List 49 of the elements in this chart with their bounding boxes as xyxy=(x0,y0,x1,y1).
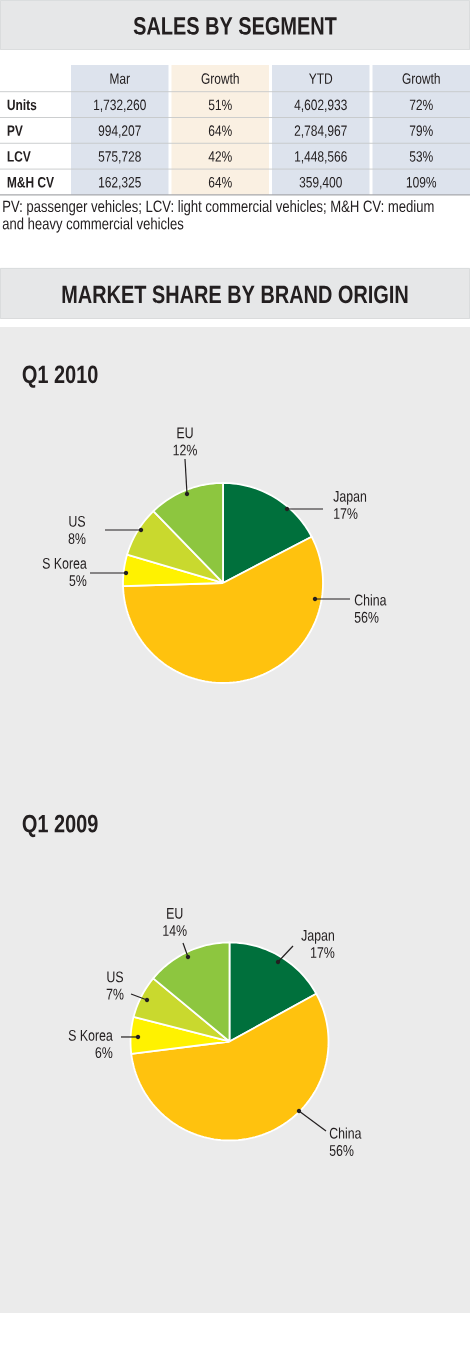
text: Growth xyxy=(201,72,239,84)
text: 575,728 xyxy=(98,151,141,164)
slice-label: EU xyxy=(167,908,183,919)
text: 64% xyxy=(208,125,232,136)
text: M&H CV xyxy=(7,176,54,188)
text: 2,784,967 xyxy=(294,125,347,138)
text: 1,732,260 xyxy=(94,99,146,112)
text: YTD xyxy=(309,73,333,84)
slice-label: US xyxy=(107,971,124,983)
text: 64% xyxy=(208,176,232,188)
data-label: 56% xyxy=(329,1145,354,1156)
text: 359,400 xyxy=(299,176,342,190)
data-label: 8% xyxy=(68,533,86,545)
text: 51% xyxy=(208,99,232,111)
chart-title: Q1 2009 xyxy=(22,814,98,838)
text: 162,325 xyxy=(99,176,141,190)
slice-label: Japan xyxy=(301,930,334,944)
text: 42% xyxy=(208,151,232,162)
text: Growth xyxy=(402,72,440,84)
slice-label: EU xyxy=(177,427,193,439)
text: Mar xyxy=(110,73,130,84)
text: 72% xyxy=(409,99,433,111)
text: 79% xyxy=(409,125,433,136)
text: Units xyxy=(7,99,37,111)
text: PV xyxy=(7,125,23,136)
text: 109% xyxy=(406,176,437,188)
text: SALES BY SEGMENT xyxy=(133,17,337,35)
data-label: 56% xyxy=(354,611,379,623)
data-label: 14% xyxy=(163,925,187,936)
chart-subtitle: Q1 2010 xyxy=(22,365,98,388)
slice-label: US xyxy=(69,515,86,527)
slice-label: Japan xyxy=(333,491,367,505)
chart-title: MARKET SHARE BY BRAND ORIGIN xyxy=(62,285,408,304)
text: PV: passenger vehicles; LCV: light commercial vehicles; M&H CV: medium and heavy commercial vehicles xyxy=(2,200,434,233)
slice-label: S Korea xyxy=(42,557,87,569)
data-label: 17% xyxy=(311,947,335,958)
text: 994,207 xyxy=(98,125,141,138)
text: 53% xyxy=(409,151,433,162)
text: LCV xyxy=(7,151,31,162)
text: 1,448,566 xyxy=(295,151,347,164)
data-label: 7% xyxy=(106,988,124,1000)
text: 4,602,933 xyxy=(294,99,347,112)
slice-label: China xyxy=(354,594,387,606)
data-label: 6% xyxy=(95,1047,113,1059)
slice-label: S Korea xyxy=(68,1029,113,1041)
data-label: 17% xyxy=(334,508,358,519)
data-label: 5% xyxy=(69,575,87,587)
slice-label: China xyxy=(329,1127,362,1139)
data-label: 12% xyxy=(173,444,197,456)
